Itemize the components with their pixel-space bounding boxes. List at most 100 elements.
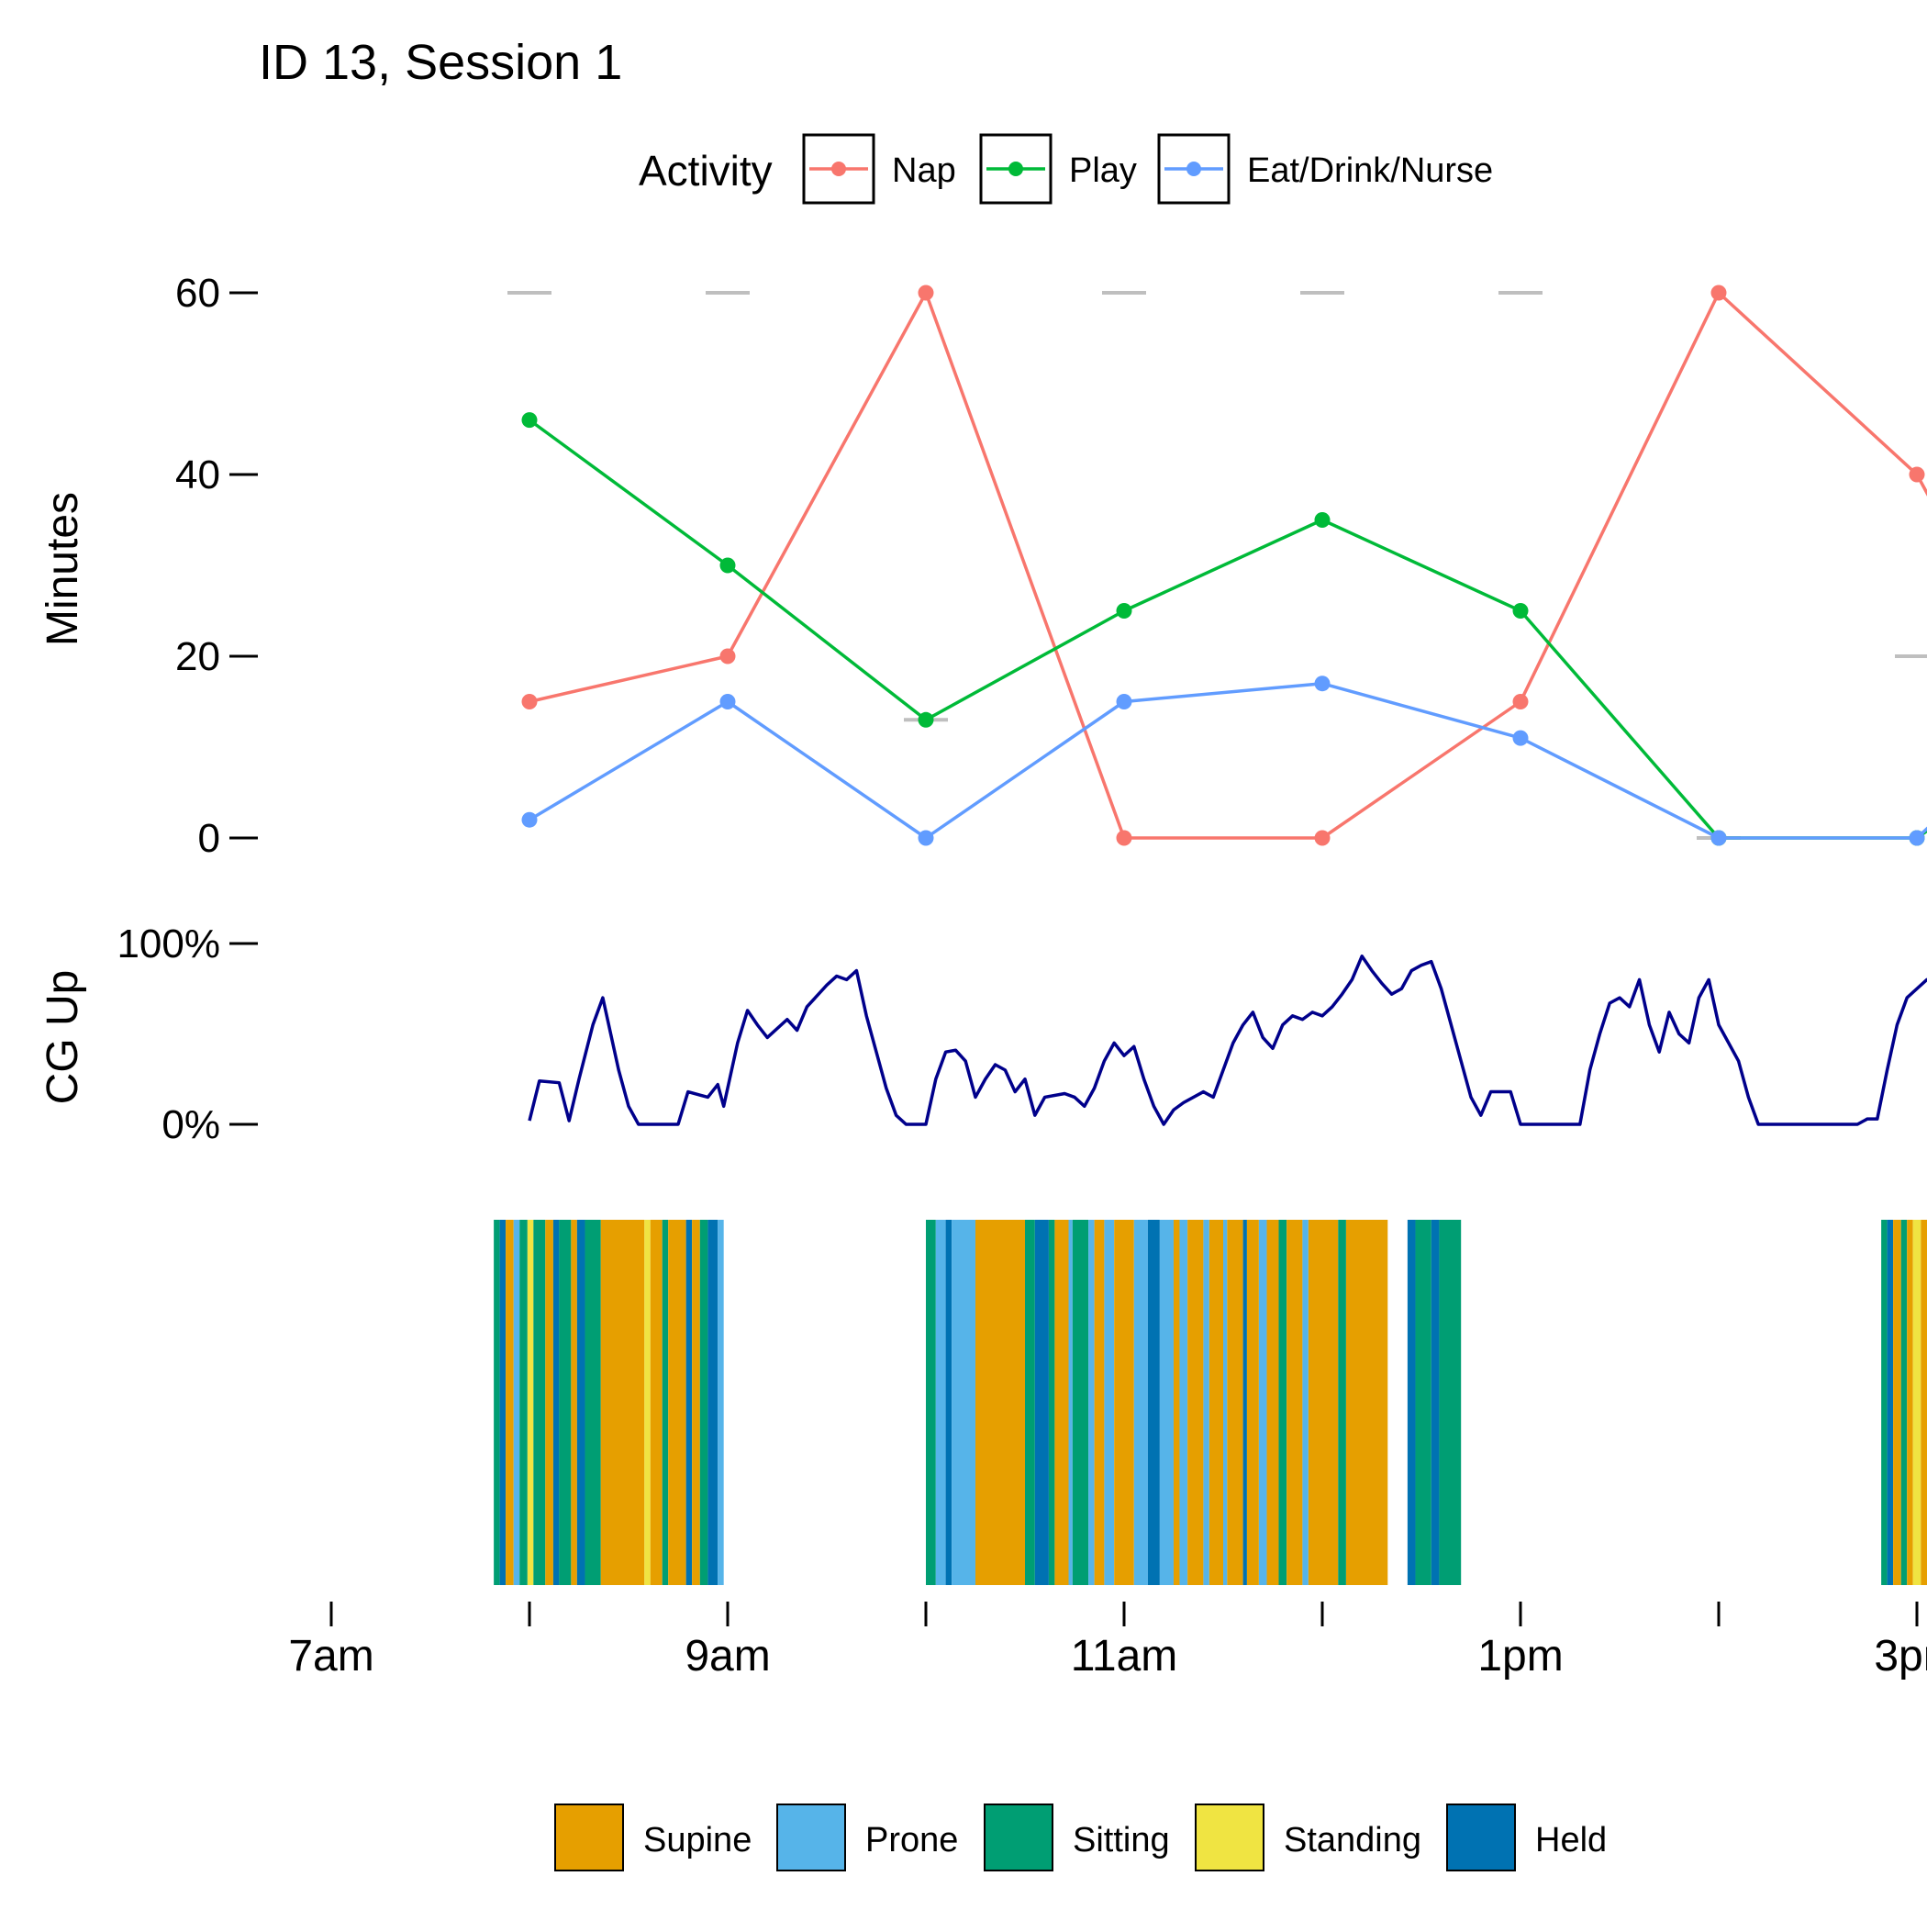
- series-point-1-0: [521, 412, 538, 429]
- series-point-2-3: [1116, 694, 1132, 709]
- posture-segment-32: [1068, 1220, 1073, 1585]
- posture-segment-38: [1133, 1220, 1148, 1585]
- chart-title: ID 13, Session 1: [259, 35, 622, 90]
- posture-segment-23: [926, 1220, 936, 1585]
- posture-segment-58: [1407, 1220, 1416, 1585]
- posture-segment-43: [1187, 1220, 1204, 1585]
- posture-legend-key-4: [1446, 1804, 1516, 1871]
- legend-label-1: Play: [1069, 151, 1137, 190]
- posture-segment-7: [545, 1220, 553, 1585]
- posture-segment-56: [1338, 1220, 1346, 1585]
- posture-segment-48: [1242, 1220, 1247, 1585]
- posture-segment-44: [1203, 1220, 1209, 1585]
- legend-key-dot-0: [831, 162, 846, 176]
- posture-segment-61: [1439, 1220, 1462, 1585]
- posture-legend: Supine Prone Sitting Standing Held: [554, 1804, 1607, 1871]
- legend-key-dot-1: [1008, 162, 1023, 176]
- posture-legend-label-1: Prone: [865, 1821, 958, 1859]
- cg-up-line: [528, 955, 1927, 1126]
- posture-segment-39: [1147, 1220, 1160, 1585]
- posture-legend-key-3: [1195, 1804, 1264, 1871]
- series-point-0-2: [918, 285, 934, 301]
- posture-segment-51: [1266, 1220, 1279, 1585]
- posture-segment-20: [699, 1220, 708, 1585]
- series-point-2-6: [1710, 830, 1727, 846]
- series-point-2-7: [1909, 830, 1925, 846]
- series-point-2-0: [521, 811, 538, 828]
- series-point-2-1: [719, 694, 736, 709]
- posture-segment-42: [1179, 1220, 1188, 1585]
- series-point-1-4: [1314, 512, 1331, 528]
- posture-segment-5: [527, 1220, 534, 1585]
- series-point-0-1: [719, 648, 736, 664]
- posture-segment-9: [559, 1220, 572, 1585]
- posture-legend-key-2: [984, 1804, 1053, 1871]
- posture-segment-49: [1246, 1220, 1259, 1585]
- series-point-0-3: [1116, 830, 1132, 846]
- posture-segment-12: [585, 1220, 601, 1585]
- minutes-tick-label-3: 60: [175, 271, 220, 316]
- posture-legend-label-0: Supine: [643, 1821, 752, 1859]
- posture-segment-8: [552, 1220, 560, 1585]
- minutes-axis-label: Minutes: [39, 492, 87, 646]
- posture-segment-27: [975, 1220, 1025, 1585]
- series-point-0-5: [1512, 694, 1529, 709]
- posture-segment-17: [668, 1220, 686, 1585]
- posture-segment-21: [707, 1220, 718, 1585]
- cg-tick-label-1: 100%: [117, 921, 220, 966]
- posture-segment-47: [1227, 1220, 1243, 1585]
- posture-segment-19: [692, 1220, 700, 1585]
- cg-tick-label-0: 0%: [162, 1102, 220, 1147]
- posture-segment-35: [1094, 1220, 1105, 1585]
- posture-segment-53: [1287, 1220, 1303, 1585]
- series-line-1: [528, 419, 1927, 840]
- series-line-2: [529, 681, 1927, 840]
- posture-segment-2: [506, 1220, 514, 1585]
- posture-segment-10: [571, 1220, 577, 1585]
- posture-segment-24: [935, 1220, 946, 1585]
- posture-segment-6: [533, 1220, 546, 1585]
- posture-segment-46: [1223, 1220, 1228, 1585]
- activity-legend: Activity Nap Play Eat/Drink/Nurse: [639, 133, 1493, 205]
- minutes-tick-label-0: 0: [198, 816, 220, 861]
- posture-segment-40: [1159, 1220, 1174, 1585]
- posture-segment-68: [1921, 1220, 1927, 1585]
- posture-segment-1: [499, 1220, 507, 1585]
- posture-segment-65: [1900, 1220, 1908, 1585]
- series-line-0: [529, 291, 1927, 840]
- cg-up-axis-label: CG Up: [39, 970, 87, 1105]
- x-tick-label-0: 7am: [288, 1632, 373, 1681]
- posture-segment-55: [1308, 1220, 1339, 1585]
- posture-segment-45: [1209, 1220, 1223, 1585]
- x-tick-label-2: 11am: [1071, 1632, 1178, 1681]
- posture-panel: [494, 1220, 1927, 1585]
- activity-line-panel: 0 20 40 60: [175, 271, 1927, 861]
- x-tick-label-3: 1pm: [1477, 1632, 1563, 1681]
- posture-segment-37: [1114, 1220, 1134, 1585]
- posture-segment-18: [685, 1220, 693, 1585]
- cg-up-panel: 0% 100%: [117, 921, 1927, 1147]
- series-point-1-5: [1512, 603, 1529, 619]
- x-tick-label-4: 3pm: [1874, 1632, 1927, 1681]
- posture-segment-62: [1881, 1220, 1888, 1585]
- minutes-tick-label-1: 20: [175, 634, 220, 679]
- posture-segment-66: [1907, 1220, 1913, 1585]
- series-point-2-4: [1314, 676, 1331, 692]
- series-point-0-0: [521, 694, 538, 709]
- posture-segment-15: [650, 1220, 663, 1585]
- posture-segment-3: [513, 1220, 520, 1585]
- posture-legend-key-0: [554, 1804, 624, 1871]
- posture-segment-25: [945, 1220, 952, 1585]
- activity-legend-title: Activity: [639, 147, 773, 195]
- posture-segment-16: [662, 1220, 669, 1585]
- posture-segment-4: [519, 1220, 528, 1585]
- posture-segment-26: [952, 1220, 975, 1585]
- posture-segment-14: [644, 1220, 651, 1585]
- posture-segment-22: [718, 1220, 724, 1585]
- posture-segment-60: [1431, 1220, 1440, 1585]
- posture-segment-52: [1278, 1220, 1287, 1585]
- series-point-0-4: [1314, 830, 1331, 846]
- x-tick-label-1: 9am: [685, 1632, 770, 1681]
- posture-segment-64: [1893, 1220, 1901, 1585]
